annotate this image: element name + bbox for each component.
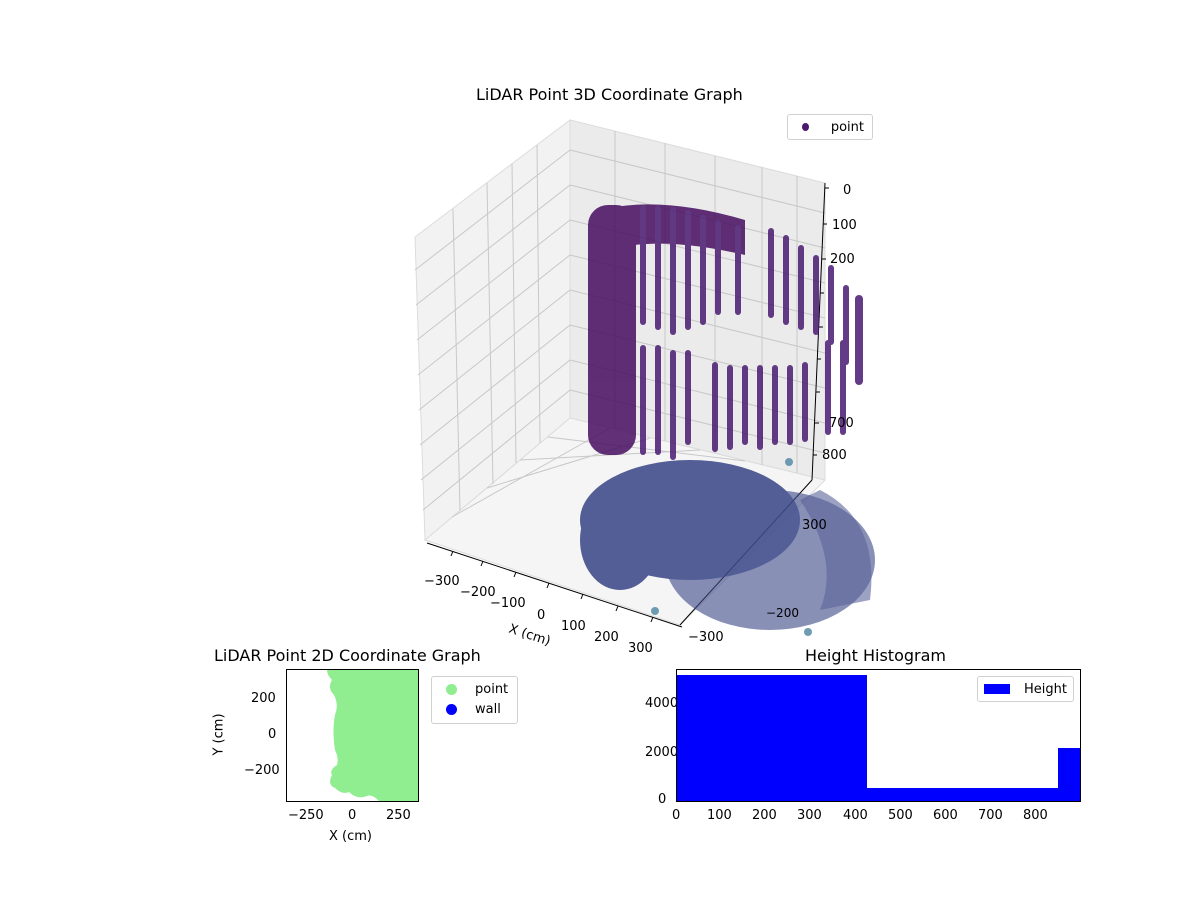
plot2d-x-label: X (cm) (329, 829, 372, 844)
histogram-legend: Height (977, 676, 1074, 702)
plot2d-x-tick: 0 (348, 808, 357, 823)
plot2d-points (327, 670, 418, 801)
plot3d-x-tick: −200 (460, 585, 496, 600)
plot3d-y-tick: −300 (688, 630, 724, 645)
legend-marker-icon (802, 123, 809, 131)
plot3d-x-tick: 0 (537, 608, 546, 623)
plot3d-x-tick: 300 (628, 641, 653, 656)
histogram-legend-item-height: Height (978, 677, 1073, 701)
plot2d-legend-item-wall: wall (432, 699, 517, 719)
plot3d-y-tick: 300 (802, 518, 827, 533)
plot3d-points-floor (580, 458, 875, 636)
histogram-x-tick: 200 (752, 808, 777, 823)
plot2d-x-tick: 250 (386, 808, 411, 823)
legend-label: wall (475, 701, 501, 717)
histogram-bar (867, 788, 1058, 801)
plot2d-legend: point wall (431, 676, 518, 724)
plot3d-z-tick: 800 (822, 448, 847, 463)
plot3d-x-tick: 200 (594, 630, 619, 645)
histogram-x-tick: 300 (797, 808, 822, 823)
histogram-bar (677, 675, 867, 801)
histogram-x-tick: 800 (1023, 808, 1048, 823)
plot3d-z-tick: 100 (832, 218, 857, 233)
histogram-y-tick: 4000 (645, 696, 679, 711)
histogram-x-tick: 700 (978, 808, 1003, 823)
plot3d-legend: point (787, 114, 873, 140)
plot3d-x-tick: −300 (424, 574, 460, 589)
plot3d-z-tick: 0 (843, 183, 852, 198)
histogram-title: Height Histogram (805, 646, 946, 665)
plot3d-z-tick: 700 (829, 416, 854, 431)
histogram-x-tick: 0 (672, 808, 681, 823)
histogram-x-tick: 500 (888, 808, 913, 823)
histogram-y-tick: 0 (658, 792, 667, 807)
histogram-x-tick: 100 (707, 808, 732, 823)
plot2d-y-tick: 0 (268, 727, 277, 742)
histogram-bars (677, 675, 1080, 801)
plot3d-legend-item-point: point (788, 115, 872, 139)
legend-label: Height (1024, 681, 1067, 697)
plot3d-z-tick: 200 (830, 252, 855, 267)
plot2d-x-tick: −250 (288, 808, 324, 823)
plot3d-title: LiDAR Point 3D Coordinate Graph (476, 85, 743, 104)
legend-marker-icon (446, 683, 457, 695)
plot3d-x-tick: −100 (490, 596, 526, 611)
legend-label: point (830, 119, 864, 135)
plot3d-points-wall (588, 204, 863, 460)
plot2d-legend-item-point: point (432, 679, 517, 699)
plot3d-x-axis (426, 542, 683, 628)
legend-patch-icon (984, 684, 1011, 694)
histogram-y-tick: 2000 (645, 745, 679, 760)
plot2d-axes (286, 669, 419, 802)
plot3d-canvas (414, 118, 875, 636)
histogram-bar (1058, 748, 1080, 801)
plot3d-y-tick: −200 (766, 606, 799, 620)
plot2d-y-tick: 200 (251, 691, 276, 706)
plot2d-title: LiDAR Point 2D Coordinate Graph (214, 646, 481, 665)
histogram-x-tick: 400 (843, 808, 868, 823)
legend-marker-icon (446, 703, 457, 715)
histogram-x-tick: 600 (933, 808, 958, 823)
plot3d-x-tick: 100 (561, 619, 586, 634)
legend-label: point (475, 681, 509, 697)
plot2d-y-label: Y (cm) (211, 713, 227, 756)
plot2d-y-tick: −200 (244, 763, 280, 778)
